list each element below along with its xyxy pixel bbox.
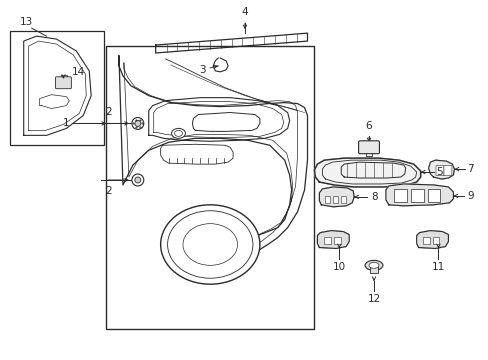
Bar	[324, 237, 331, 244]
Circle shape	[135, 121, 141, 126]
Text: 13: 13	[20, 17, 33, 27]
Text: 4: 4	[241, 7, 248, 17]
Bar	[333, 196, 338, 203]
Text: 10: 10	[332, 262, 345, 273]
Bar	[341, 196, 346, 203]
Text: 9: 9	[467, 191, 473, 201]
Ellipse shape	[183, 224, 237, 265]
Polygon shape	[427, 160, 453, 179]
Ellipse shape	[174, 130, 182, 136]
Polygon shape	[314, 158, 420, 187]
Bar	[10, 31, 104, 145]
FancyBboxPatch shape	[55, 77, 71, 89]
Text: 1: 1	[62, 118, 69, 129]
Text: 11: 11	[431, 262, 444, 273]
Text: 12: 12	[366, 294, 380, 304]
Text: 2: 2	[105, 186, 112, 196]
Ellipse shape	[167, 211, 252, 278]
FancyBboxPatch shape	[358, 141, 379, 154]
FancyBboxPatch shape	[435, 166, 443, 176]
Ellipse shape	[365, 260, 382, 270]
Ellipse shape	[161, 205, 259, 284]
Ellipse shape	[368, 262, 378, 268]
Text: 2: 2	[105, 108, 112, 117]
Bar	[422, 237, 428, 244]
Polygon shape	[319, 187, 353, 207]
Circle shape	[135, 177, 141, 183]
Bar	[369, 265, 377, 273]
Ellipse shape	[171, 129, 185, 138]
Text: 7: 7	[467, 164, 473, 174]
Bar	[334, 237, 341, 244]
Polygon shape	[317, 231, 348, 248]
Polygon shape	[385, 184, 452, 206]
Bar	[427, 189, 440, 202]
Circle shape	[132, 117, 143, 129]
Text: 6: 6	[365, 121, 371, 131]
Bar	[432, 237, 439, 244]
Text: 8: 8	[370, 192, 377, 202]
Bar	[325, 196, 330, 203]
Circle shape	[132, 174, 143, 186]
Text: 5: 5	[436, 167, 442, 177]
Bar	[106, 46, 314, 329]
Polygon shape	[416, 231, 447, 248]
FancyBboxPatch shape	[443, 166, 451, 176]
Bar	[217, 63, 224, 69]
Bar	[393, 189, 406, 202]
Text: 3: 3	[198, 65, 205, 75]
Bar	[410, 189, 423, 202]
Text: 14: 14	[71, 67, 84, 77]
